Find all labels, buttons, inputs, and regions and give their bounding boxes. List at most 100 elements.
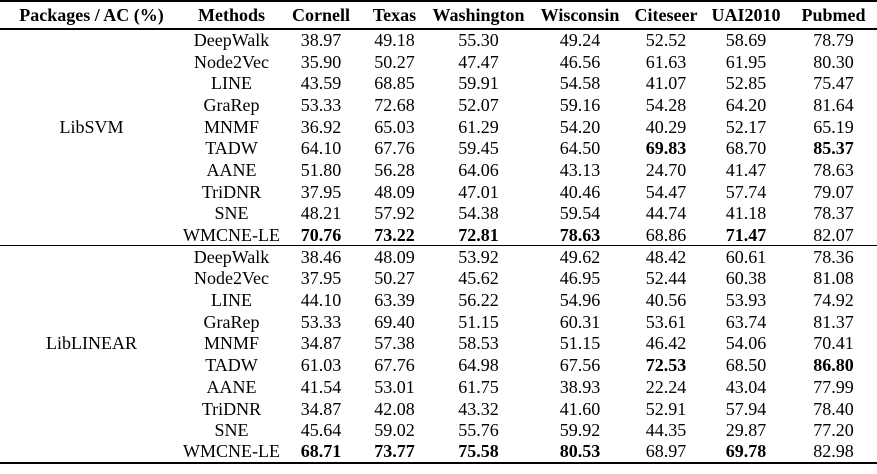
header-washington: Washington: [432, 5, 525, 25]
table-row: Node2Vec 37.95 50.27 45.62 46.95 52.44 60.38 81…: [0, 268, 877, 290]
value-cell: 67.76: [374, 138, 415, 159]
value-cell: 52.07: [458, 94, 499, 115]
value-cell: 68.97: [645, 441, 687, 462]
value-cell: 65.19: [813, 116, 854, 137]
value-cell: 59.91: [458, 73, 499, 94]
value-cell: 53.33: [300, 311, 342, 332]
value-cell: 59.02: [374, 420, 415, 441]
table-row: WMCNE-LE 70.76 73.22 72.81 78.63 68.86 71.47 82…: [0, 224, 877, 246]
table-row: AANE 51.80 56.28 64.06 43.13 24.70 41.47 78.63: [0, 159, 877, 181]
value-cell: 69.83: [645, 138, 687, 159]
method-label: TADW: [205, 355, 258, 376]
value-cell: 46.95: [559, 268, 601, 289]
method-label: GraRep: [203, 94, 260, 115]
value-cell: 34.87: [300, 333, 342, 354]
value-cell: 49.24: [559, 30, 601, 51]
package-label: LibSVM: [59, 116, 124, 137]
value-cell: 41.60: [559, 398, 601, 419]
value-cell: 43.32: [458, 398, 499, 419]
value-cell: 37.95: [300, 181, 342, 202]
value-cell: 68.70: [725, 138, 767, 159]
table-row: LINE 44.10 63.39 56.22 54.96 40.56 53.93 74.92: [0, 289, 877, 311]
value-cell: 75.47: [813, 73, 854, 94]
table-row: MNMF 34.87 57.38 58.53 51.15 46.42 54.06 70.41: [0, 333, 877, 355]
value-cell: 53.93: [725, 290, 767, 311]
method-label: TriDNR: [201, 181, 262, 202]
header-citeseer: Citeseer: [634, 5, 698, 25]
value-cell: 64.20: [725, 94, 767, 115]
value-cell: 58.69: [725, 30, 767, 51]
value-cell: 41.07: [645, 73, 687, 94]
value-cell: 52.17: [725, 116, 767, 137]
value-cell: 64.50: [559, 138, 601, 159]
method-label: AANE: [206, 376, 257, 397]
value-cell: 35.90: [300, 51, 342, 72]
value-cell: 37.95: [300, 268, 342, 289]
value-cell: 81.08: [813, 268, 854, 289]
value-cell: 67.76: [374, 355, 415, 376]
value-cell: 60.38: [725, 268, 767, 289]
value-cell: 45.62: [458, 268, 499, 289]
value-cell: 75.58: [458, 441, 499, 462]
value-cell: 59.92: [559, 420, 601, 441]
table-body: LibSVM DeepWalk 38.97 49.18 55.30 49.24 52.52 5…: [0, 29, 877, 463]
table-row: LibSVM DeepWalk 38.97 49.18 55.30 49.24 52.52 5…: [0, 29, 877, 135]
value-cell: 47.01: [458, 181, 499, 202]
value-cell: 70.76: [300, 224, 342, 245]
value-cell: 80.53: [559, 441, 601, 462]
value-cell: 78.37: [813, 203, 854, 224]
value-cell: 51.80: [300, 159, 342, 180]
value-cell: 73.77: [374, 441, 415, 462]
value-cell: 70.41: [813, 333, 854, 354]
value-cell: 24.70: [645, 159, 687, 180]
value-cell: 74.92: [813, 290, 854, 311]
method-label: WMCNE-LE: [183, 224, 280, 245]
value-cell: 58.53: [458, 333, 499, 354]
value-cell: 49.62: [559, 246, 601, 267]
value-cell: 49.18: [374, 30, 415, 51]
header-packages: Packages / AC (%): [19, 5, 164, 25]
value-cell: 46.56: [559, 51, 601, 72]
value-cell: 55.76: [458, 420, 499, 441]
value-cell: 57.38: [374, 333, 415, 354]
value-cell: 52.85: [725, 73, 767, 94]
table-row: AANE 41.54 53.01 61.75 38.93 22.24 43.04 77.99: [0, 376, 877, 398]
value-cell: 54.47: [645, 181, 687, 202]
value-cell: 40.46: [559, 181, 601, 202]
package-cell-liblinear: LibLINEAR: [0, 246, 183, 463]
table-row: TriDNR 34.87 42.08 43.32 41.60 52.91 57.94 78.4…: [0, 398, 877, 420]
value-cell: 71.47: [725, 224, 767, 245]
value-cell: 51.15: [458, 311, 499, 332]
value-cell: 64.98: [458, 355, 499, 376]
value-cell: 86.80: [813, 355, 854, 376]
table-row: TADW 64.10 67.76 59.45 64.50 69.83 68.70 85.37: [0, 137, 877, 159]
value-cell: 40.29: [645, 116, 687, 137]
table-row: SNE 48.21 57.92 54.38 59.54 44.74 41.18 78.37: [0, 203, 877, 225]
value-cell: 56.22: [458, 290, 499, 311]
value-cell: 54.38: [458, 203, 499, 224]
value-cell: 61.75: [458, 376, 499, 397]
method-label: MNMF: [203, 333, 260, 354]
value-cell: 78.40: [813, 398, 854, 419]
header-uai2010: UAI2010: [711, 5, 781, 25]
value-cell: 54.58: [559, 73, 601, 94]
value-cell: 55.30: [458, 30, 499, 51]
value-cell: 44.74: [645, 203, 687, 224]
value-cell: 50.27: [374, 51, 415, 72]
method-label: SNE: [214, 203, 249, 224]
value-cell: 60.61: [725, 246, 767, 267]
header-cornell: Cornell: [292, 5, 350, 25]
value-cell: 72.68: [374, 94, 415, 115]
value-cell: 53.61: [645, 311, 687, 332]
value-cell: 77.99: [813, 376, 854, 397]
value-cell: 53.01: [374, 376, 415, 397]
value-cell: 42.08: [374, 398, 415, 419]
table-row: TADW 61.03 67.76 64.98 67.56 72.53 68.50 86.80: [0, 354, 877, 376]
method-label: WMCNE-LE: [183, 441, 280, 462]
value-cell: 77.20: [813, 420, 854, 441]
value-cell: 72.81: [458, 224, 499, 245]
value-cell: 61.95: [725, 51, 767, 72]
method-label: LINE: [211, 73, 252, 94]
value-cell: 65.03: [374, 116, 415, 137]
method-label: DeepWalk: [193, 246, 270, 267]
